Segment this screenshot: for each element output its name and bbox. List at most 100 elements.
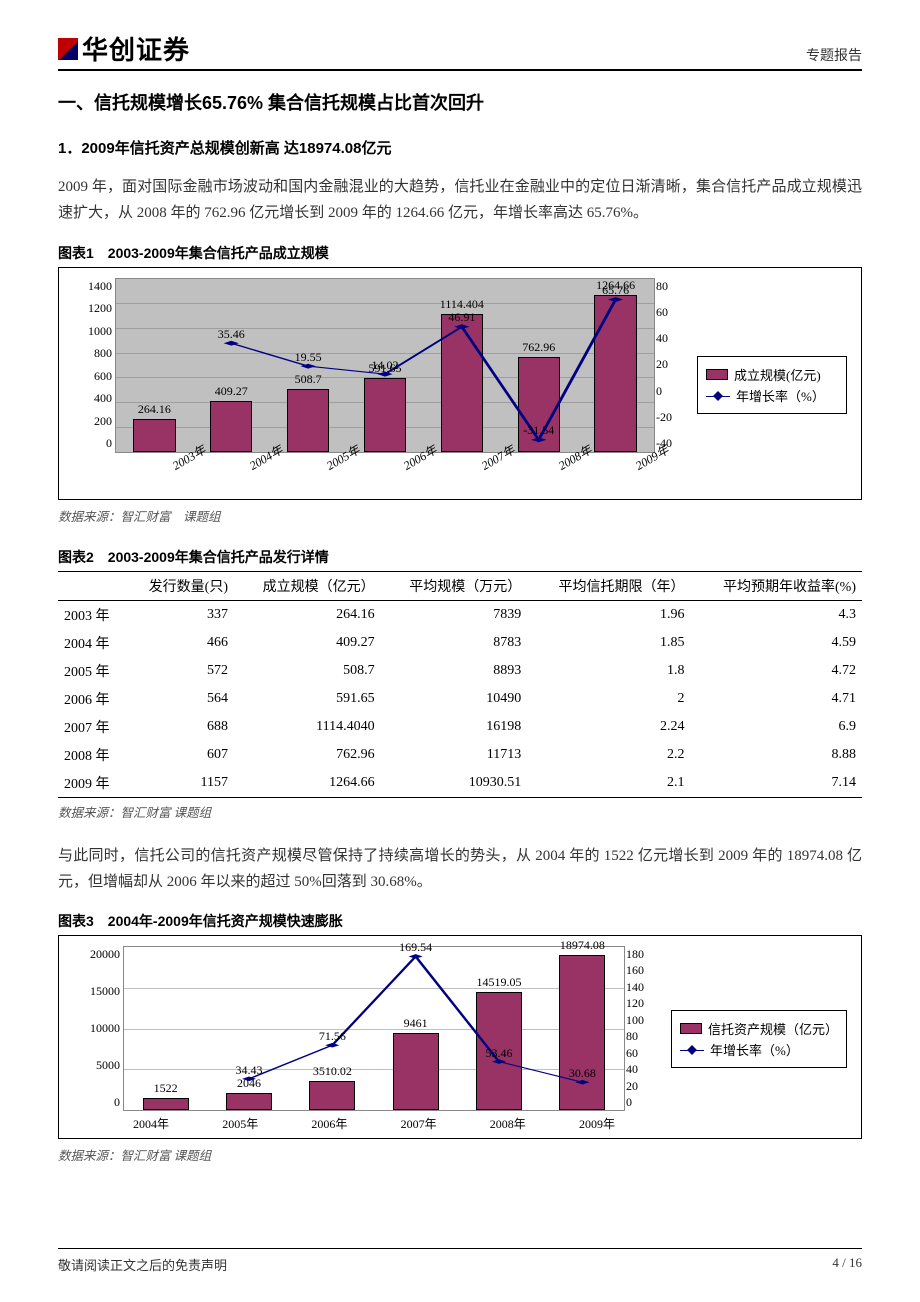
table2-col-header: 成立规模（亿元） <box>234 571 381 600</box>
table-cell: 10930.51 <box>381 769 528 798</box>
table2-col-header: 平均规模（万元） <box>381 571 528 600</box>
table-cell: 466 <box>126 629 234 657</box>
table-cell: 2007 年 <box>58 713 126 741</box>
chart3-legend-bar: 信托资产规模（亿元） <box>680 1019 838 1038</box>
chart3-legend-line-label: 年增长率（%） <box>710 1040 799 1059</box>
table-cell: 4.3 <box>690 600 862 629</box>
table-cell: 1264.66 <box>234 769 381 798</box>
chart3-container: 2000015000100005000018016014012010080604… <box>58 935 862 1139</box>
table-cell: 572 <box>126 657 234 685</box>
table-cell: 564 <box>126 685 234 713</box>
table-row: 2005 年572508.788931.84.72 <box>58 657 862 685</box>
table2-col-header: 平均信托期限（年） <box>527 571 690 600</box>
chart-line-label: 65.76 <box>602 283 629 298</box>
chart-bar <box>441 314 483 452</box>
chart-bar <box>309 1081 355 1110</box>
table-row: 2003 年337264.1678391.964.3 <box>58 600 862 629</box>
table-cell: 4.72 <box>690 657 862 685</box>
table-cell: 688 <box>126 713 234 741</box>
chart-x-label: 2004年 <box>246 459 255 474</box>
table-cell: 1.85 <box>527 629 690 657</box>
chart-bar-label: 508.7 <box>295 372 322 387</box>
paragraph-2: 与此同时，信托公司的信托资产规模尽管保持了持续高增长的势头，从 2004 年的 … <box>58 843 862 896</box>
chart3-plot-area: 2000015000100005000018016014012010080604… <box>123 946 625 1111</box>
chart-line-label: 14.02 <box>372 358 399 373</box>
table-cell: 7.14 <box>690 769 862 798</box>
chart-bar <box>143 1098 189 1110</box>
chart-line-label: 35.46 <box>218 327 245 342</box>
table2-col-header: 发行数量(只) <box>126 571 234 600</box>
table-cell: 2004 年 <box>58 629 126 657</box>
chart-bar-label: 14519.05 <box>476 975 521 990</box>
bar-swatch-icon <box>680 1023 702 1034</box>
chart3-x-labels: 2004年2005年2006年2007年2008年2009年 <box>123 1115 625 1132</box>
table-cell: 337 <box>126 600 234 629</box>
chart-x-label: 2005年 <box>323 459 332 474</box>
table-cell: 6.9 <box>690 713 862 741</box>
chart-line-label: 46.91 <box>448 310 475 325</box>
section-heading-2: 1．2009年信托资产总规模创新高 达18974.08亿元 <box>58 137 862 158</box>
table-cell: 607 <box>126 741 234 769</box>
chart1-container: 1400120010008006004002000806040200-20-40… <box>58 267 862 500</box>
chart1-legend-bar: 成立规模(亿元) <box>706 365 838 384</box>
chart3-legend-line: 年增长率（%） <box>680 1040 838 1059</box>
table2: 发行数量(只)成立规模（亿元）平均规模（万元）平均信托期限（年）平均预期年收益率… <box>58 571 862 798</box>
table-row: 2009 年11571264.6610930.512.17.14 <box>58 769 862 798</box>
table-cell: 1157 <box>126 769 234 798</box>
chart3-source: 数据来源：智汇财富 课题组 <box>58 1145 862 1164</box>
table-cell: 2008 年 <box>58 741 126 769</box>
chart-bar-label: 1522 <box>154 1081 178 1096</box>
chart1-legend-line: 年增长率（%） <box>706 386 838 405</box>
chart1-source: 数据来源：智汇财富 课题组 <box>58 506 862 525</box>
chart-x-label: 2003年 <box>169 459 178 474</box>
table2-header-row: 发行数量(只)成立规模（亿元）平均规模（万元）平均信托期限（年）平均预期年收益率… <box>58 571 862 600</box>
table-cell: 264.16 <box>234 600 381 629</box>
chart-line-label: 34.43 <box>235 1063 262 1078</box>
chart-x-label: 2008年 <box>555 459 564 474</box>
table-cell: 1114.4040 <box>234 713 381 741</box>
chart-x-label: 2009年 <box>579 1115 615 1132</box>
table-cell: 10490 <box>381 685 528 713</box>
report-type-label: 专题报告 <box>806 45 862 65</box>
section-heading-1: 一、信托规模增长65.76% 集合信托规模占比首次回升 <box>58 89 862 115</box>
line-swatch-icon <box>680 1045 704 1055</box>
chart-bar <box>393 1033 439 1110</box>
table-cell: 2.24 <box>527 713 690 741</box>
table-row: 2004 年466409.2787831.854.59 <box>58 629 862 657</box>
chart-line-label: 30.68 <box>569 1066 596 1081</box>
table-cell: 8893 <box>381 657 528 685</box>
chart-bar <box>364 378 406 451</box>
chart3-legend: 信托资产规模（亿元） 年增长率（%） <box>671 1010 847 1068</box>
chart-bar <box>133 419 175 452</box>
chart-line-label: 19.55 <box>295 350 322 365</box>
table-cell: 2.2 <box>527 741 690 769</box>
table-row: 2007 年6881114.4040161982.246.9 <box>58 713 862 741</box>
chart3-title: 图表3 2004年-2009年信托资产规模快速膨胀 <box>58 911 862 931</box>
chart1-legend-bar-label: 成立规模(亿元) <box>734 365 821 384</box>
table-cell: 7839 <box>381 600 528 629</box>
table-cell: 16198 <box>381 713 528 741</box>
table-cell: 508.7 <box>234 657 381 685</box>
logo-icon <box>58 38 78 60</box>
table-cell: 8783 <box>381 629 528 657</box>
table-cell: 2 <box>527 685 690 713</box>
chart-bar-label: 409.27 <box>215 384 248 399</box>
table-row: 2006 年564591.651049024.71 <box>58 685 862 713</box>
chart-x-label: 2007年 <box>478 459 487 474</box>
page-footer: 敬请阅读正文之后的免责声明 4 / 16 <box>58 1248 862 1274</box>
table-cell: 2009 年 <box>58 769 126 798</box>
chart3-legend-bar-label: 信托资产规模（亿元） <box>708 1019 838 1038</box>
chart1-plot-area: 1400120010008006004002000806040200-20-40… <box>115 278 655 453</box>
chart1-title: 图表1 2003-2009年集合信托产品成立规模 <box>58 243 862 263</box>
chart-x-label: 2006年 <box>400 459 409 474</box>
chart1-legend-line-label: 年增长率（%） <box>736 386 825 405</box>
chart-bar-label: 18974.08 <box>560 938 605 953</box>
table-cell: 2003 年 <box>58 600 126 629</box>
chart-x-label: 2008年 <box>490 1115 526 1132</box>
table-cell: 1.8 <box>527 657 690 685</box>
company-logo: 华创证券 <box>58 30 190 67</box>
chart-x-label: 2005年 <box>222 1115 258 1132</box>
chart1-legend: 成立规模(亿元) 年增长率（%） <box>697 356 847 414</box>
chart-bar <box>594 295 636 451</box>
chart-bar-label: 2046 <box>237 1076 261 1091</box>
